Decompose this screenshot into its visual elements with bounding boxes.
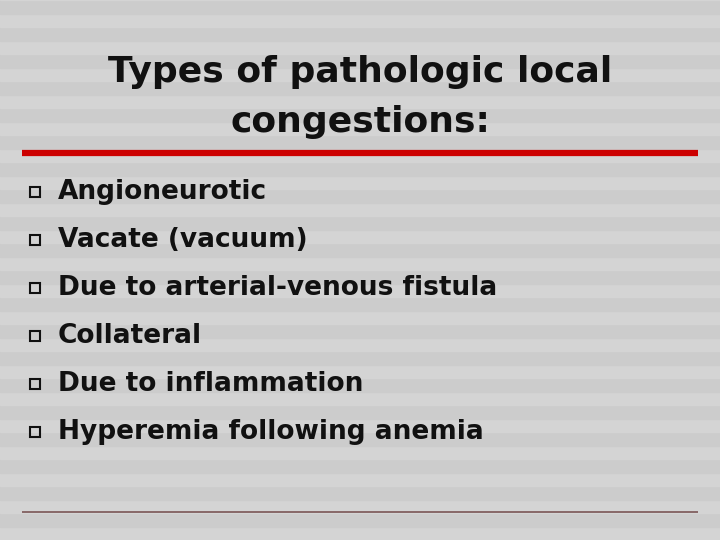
Bar bbox=[0, 243, 720, 256]
Bar bbox=[0, 54, 720, 68]
Bar bbox=[0, 135, 720, 148]
Bar bbox=[0, 364, 720, 378]
Bar bbox=[0, 405, 720, 418]
Bar bbox=[0, 486, 720, 500]
Text: congestions:: congestions: bbox=[230, 105, 490, 139]
Bar bbox=[0, 256, 720, 270]
Bar bbox=[0, 338, 720, 351]
Bar bbox=[0, 500, 720, 513]
Bar bbox=[0, 148, 720, 162]
Text: Vacate (vacuum): Vacate (vacuum) bbox=[58, 227, 307, 253]
Bar bbox=[0, 472, 720, 486]
Bar bbox=[0, 526, 720, 540]
Bar bbox=[0, 202, 720, 216]
Text: Types of pathologic local: Types of pathologic local bbox=[108, 55, 612, 89]
Text: Collateral: Collateral bbox=[58, 323, 202, 349]
Bar bbox=[0, 27, 720, 40]
Bar bbox=[0, 432, 720, 445]
Bar bbox=[0, 351, 720, 364]
Bar bbox=[0, 297, 720, 310]
Bar bbox=[0, 230, 720, 243]
Text: Due to arterial-venous fistula: Due to arterial-venous fistula bbox=[58, 275, 498, 301]
Text: Angioneurotic: Angioneurotic bbox=[58, 179, 267, 205]
Bar bbox=[0, 162, 720, 176]
Bar bbox=[0, 324, 720, 338]
Bar bbox=[0, 0, 720, 14]
Bar bbox=[0, 176, 720, 189]
Bar bbox=[0, 418, 720, 432]
Bar bbox=[0, 513, 720, 526]
Bar bbox=[0, 310, 720, 324]
Bar bbox=[0, 14, 720, 27]
Bar bbox=[0, 459, 720, 472]
Bar bbox=[0, 108, 720, 122]
Bar bbox=[0, 68, 720, 81]
Bar bbox=[0, 122, 720, 135]
Bar bbox=[0, 446, 720, 459]
Text: Hyperemia following anemia: Hyperemia following anemia bbox=[58, 419, 484, 445]
Bar bbox=[0, 189, 720, 202]
Bar bbox=[0, 378, 720, 392]
Bar bbox=[0, 94, 720, 108]
Bar bbox=[0, 40, 720, 54]
Bar bbox=[0, 270, 720, 284]
Bar bbox=[0, 392, 720, 405]
Bar bbox=[0, 216, 720, 229]
Bar bbox=[0, 81, 720, 94]
Bar bbox=[0, 284, 720, 297]
Text: Due to inflammation: Due to inflammation bbox=[58, 371, 364, 397]
